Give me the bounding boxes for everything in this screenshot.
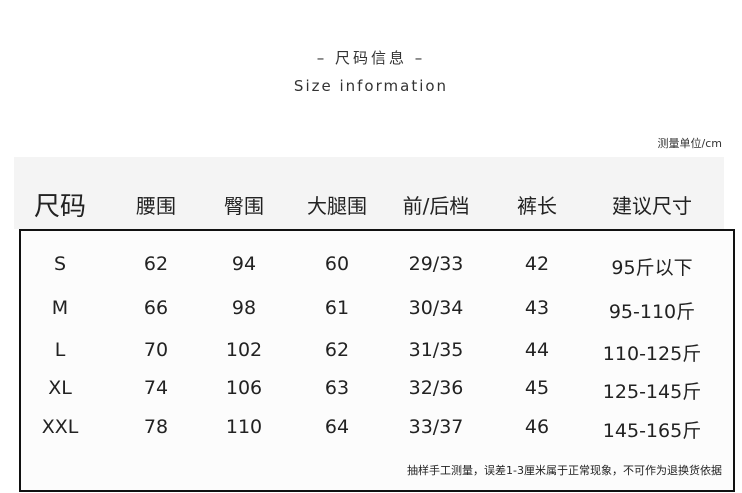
table-cell: 95-110斤 (608, 301, 696, 323)
table-cell: 66 (143, 297, 169, 319)
table-cell: 102 (225, 339, 263, 361)
title-english: Size information (293, 77, 449, 95)
table-cell: 46 (524, 416, 550, 438)
table-cell: 63 (324, 377, 350, 399)
table-cell: 42 (524, 253, 550, 275)
table-cell: 62 (143, 253, 169, 275)
table-cell: 94 (231, 253, 257, 275)
column-header: 裤长 (517, 194, 557, 218)
table-cell: 145-165斤 (602, 420, 702, 442)
table-cell: 98 (231, 297, 257, 319)
table-cell: 30/34 (408, 297, 464, 319)
table-cell: 31/35 (408, 339, 464, 361)
table-cell: 60 (324, 253, 350, 275)
table-cell: 74 (143, 377, 169, 399)
table-cell: 62 (324, 339, 350, 361)
table-cell: 95斤以下 (611, 257, 693, 279)
table-cell: 64 (324, 416, 350, 438)
table-cell: 29/33 (408, 253, 464, 275)
table-cell: 45 (524, 377, 550, 399)
table-cell: 106 (225, 377, 263, 399)
measurement-note: 抽样手工测量，误差1-3厘米属于正常现象，不可作为退换货依据 (407, 464, 722, 477)
column-header: 建议尺寸 (612, 194, 692, 218)
table-cell: 61 (324, 297, 350, 319)
table-cell: 43 (524, 297, 550, 319)
title-chinese: – 尺码信息 – (316, 49, 426, 67)
table-cell: 70 (143, 339, 169, 361)
table-cell: M (51, 297, 69, 319)
column-header: 尺码 (33, 192, 87, 222)
header-band (14, 157, 724, 229)
table-cell: 125-145斤 (602, 381, 702, 403)
table-cell: XL (48, 377, 72, 399)
column-header: 前/后档 (402, 194, 470, 218)
table-cell: L (54, 339, 66, 361)
table-cell: XXL (41, 416, 79, 438)
unit-label: 测量单位/cm (657, 137, 722, 150)
table-cell: 44 (524, 339, 550, 361)
column-header: 腰围 (136, 194, 176, 218)
table-cell: 78 (143, 416, 169, 438)
table-cell: 110-125斤 (602, 343, 702, 365)
table-body-box (19, 229, 735, 492)
column-header: 大腿围 (307, 194, 367, 218)
table-cell: 110 (225, 416, 263, 438)
table-cell: S (53, 253, 67, 275)
table-cell: 33/37 (408, 416, 464, 438)
table-cell: 32/36 (408, 377, 464, 399)
column-header: 臀围 (224, 194, 264, 218)
